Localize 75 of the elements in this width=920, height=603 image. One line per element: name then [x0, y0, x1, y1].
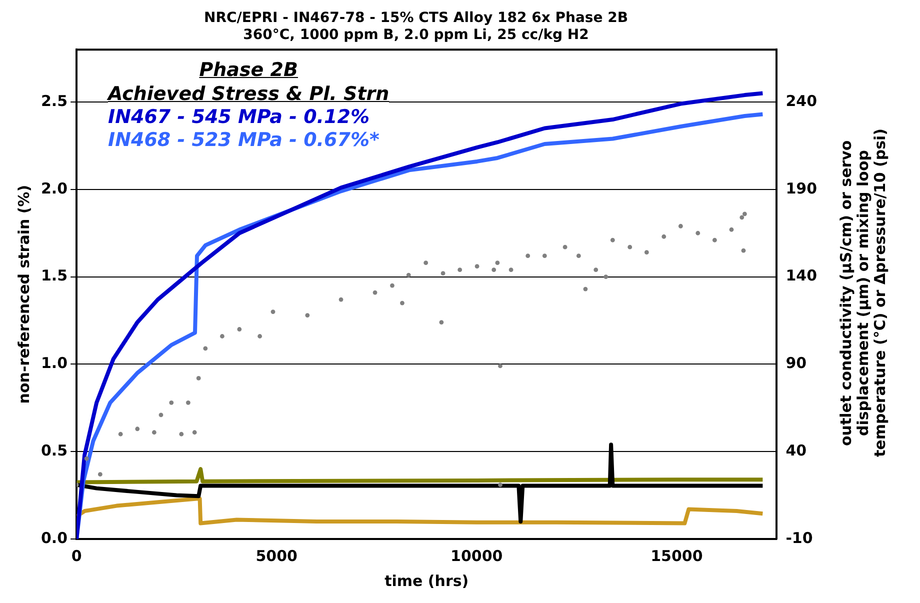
y2-tick-label: -10 — [786, 528, 813, 547]
point — [152, 430, 156, 435]
point — [495, 260, 500, 266]
point — [576, 254, 581, 258]
point — [270, 310, 276, 314]
y-tick-label: 0.0 — [40, 528, 68, 547]
point — [458, 268, 462, 272]
point — [169, 400, 174, 405]
point — [179, 432, 184, 436]
y-axis-title: non-referenced strain (%) — [14, 184, 33, 404]
point — [98, 472, 102, 477]
x-tick-label: 10000 — [450, 546, 503, 565]
chart-subtitle: 360°C, 1000 ppm B, 2.0 ppm Li, 25 cc/kg H2 — [243, 26, 589, 43]
point — [158, 412, 164, 418]
point — [628, 244, 632, 250]
point — [583, 286, 588, 292]
y2-axis-title: outlet conductivity (µS/cm) or servo displacement (µm) or mixing loop temperature (°C) or Δpressure/10 (psi) — [837, 128, 889, 458]
point — [305, 313, 310, 318]
point — [474, 264, 480, 269]
point — [526, 254, 530, 258]
point — [729, 227, 734, 232]
point — [439, 320, 444, 324]
point — [662, 234, 666, 239]
point — [338, 297, 344, 302]
annotation: Achieved Stress & Pl. Strn — [108, 82, 390, 106]
point — [84, 456, 89, 461]
x-tick-label: 0 — [71, 546, 82, 565]
point — [742, 212, 747, 216]
point — [424, 260, 428, 266]
point — [400, 300, 404, 306]
point — [258, 334, 262, 338]
point — [594, 268, 598, 272]
point — [135, 426, 140, 432]
y2-tick-label: 190 — [786, 179, 817, 198]
point — [712, 238, 717, 242]
point — [604, 274, 608, 280]
y-tick-label: 1.5 — [40, 266, 68, 285]
y-tick-label: 2.0 — [40, 179, 68, 198]
point — [406, 272, 411, 278]
point — [440, 271, 446, 276]
point — [678, 224, 683, 228]
chart-title: NRC/EPRI - IN467-78 - 15% CTS Alloy 182 6x Phase 2B — [204, 10, 628, 26]
point — [508, 268, 514, 272]
point — [118, 432, 123, 436]
legend-title: Phase 2B — [199, 58, 298, 82]
point — [644, 250, 649, 255]
text: IN467 - 545 MPa - 0.12% — [108, 106, 370, 129]
point — [492, 268, 496, 272]
y2-tick-label: 140 — [786, 266, 817, 285]
point — [372, 290, 378, 295]
y2-tick-label: 40 — [786, 442, 807, 460]
point — [203, 346, 208, 351]
y2-tick-label: 90 — [786, 354, 807, 372]
point — [390, 283, 394, 288]
point — [610, 238, 615, 242]
y-tick-label: 2.5 — [40, 92, 68, 110]
point — [696, 230, 700, 236]
y-tick-label: 0.5 — [40, 442, 68, 460]
point — [741, 248, 746, 253]
y2-tick-label: 240 — [786, 92, 817, 110]
point — [542, 254, 547, 258]
point — [220, 334, 224, 338]
x-axis-title: time (hrs) — [384, 572, 469, 590]
point — [740, 215, 744, 220]
point — [186, 400, 190, 405]
x-tick-label: 5000 — [256, 546, 298, 565]
point — [192, 430, 197, 435]
point — [237, 327, 242, 332]
point — [498, 364, 502, 368]
y-tick-label: 1.0 — [40, 354, 68, 372]
point — [196, 376, 201, 380]
series-label: IN468 - 523 MPa - 0.67%* — [108, 129, 380, 152]
point — [562, 244, 568, 250]
point — [498, 482, 502, 488]
x-tick-label: 15000 — [650, 546, 703, 565]
